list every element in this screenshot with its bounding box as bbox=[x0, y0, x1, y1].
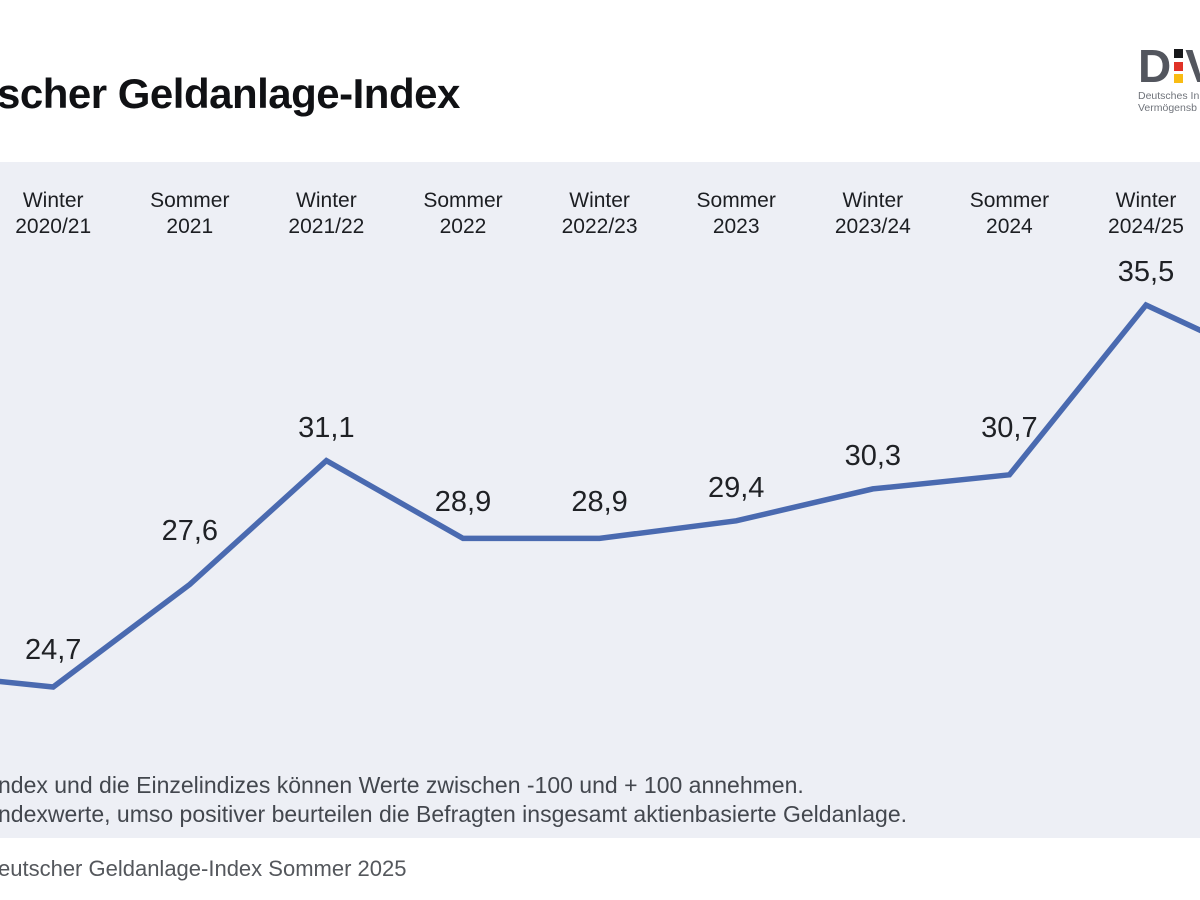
logo-subtext-line2: Vermögensb bbox=[1138, 101, 1197, 114]
diva-logo: D V Deutsches In Vermögensb bbox=[1138, 46, 1200, 126]
x-axis-label: Winter 2021/22 bbox=[288, 188, 364, 240]
data-point-label: 29,4 bbox=[707, 471, 765, 504]
x-axis-label: Winter 2020/21 bbox=[15, 188, 91, 240]
x-axis-label: Sommer 2023 bbox=[697, 188, 776, 240]
german-flag-icon bbox=[1174, 49, 1184, 83]
x-axis-label-season: Winter bbox=[842, 189, 904, 212]
x-axis-label-season: Winter bbox=[296, 189, 357, 212]
data-point-label: 28,9 bbox=[434, 486, 492, 519]
x-axis-label-year: 2021/22 bbox=[288, 215, 365, 238]
source-line: eutscher Geldanlage-Index Sommer 2025 bbox=[0, 856, 407, 881]
x-axis-label: Winter 2024/25 bbox=[1108, 188, 1184, 240]
x-axis-label-season: Sommer bbox=[150, 189, 230, 212]
logo-letter-d: D bbox=[1138, 46, 1172, 92]
x-axis-label-season: Winter bbox=[22, 189, 84, 212]
x-axis-label: Winter 2023/24 bbox=[835, 188, 911, 240]
diva-logo-wordmark: D V bbox=[1138, 46, 1200, 92]
data-point-label: 24,7 bbox=[24, 634, 82, 666]
x-axis-label: Sommer 2022 bbox=[423, 188, 502, 240]
chart-footnote: ndex und die Einzelindizes können Werte … bbox=[0, 771, 907, 829]
page-title: scher Geldanlage-Index bbox=[0, 70, 460, 117]
data-point-label: 28,9 bbox=[571, 486, 628, 519]
x-axis-label-year: 2023/24 bbox=[834, 215, 911, 238]
data-point-label: 35,5 bbox=[1117, 256, 1175, 288]
x-axis-label-year: 2021 bbox=[166, 215, 214, 238]
x-axis-label-year: 2023 bbox=[712, 215, 760, 238]
logo-subtext-line1: Deutsches In bbox=[1138, 90, 1200, 102]
x-axis-label-year: 2022 bbox=[439, 215, 487, 238]
data-point-label: 30,7 bbox=[981, 411, 1038, 444]
x-axis-label-season: Winter bbox=[569, 189, 630, 212]
x-axis-label-year: 2024/25 bbox=[1108, 215, 1184, 238]
data-point-label: 30,3 bbox=[844, 439, 902, 472]
x-axis-label-season: Sommer bbox=[696, 189, 776, 212]
x-axis-label: Sommer 2024 bbox=[970, 188, 1049, 240]
x-axis-label: Winter 2022/23 bbox=[562, 188, 638, 240]
x-axis-label-season: Winter bbox=[1115, 189, 1177, 212]
flag-gold-square bbox=[1174, 74, 1184, 83]
x-axis-label-year: 2024 bbox=[986, 215, 1033, 238]
x-axis-label: Sommer 2021 bbox=[150, 188, 229, 240]
x-axis-label-year: 2020/21 bbox=[15, 215, 92, 238]
flag-red-square bbox=[1174, 61, 1184, 71]
footnote-line2: ndexwerte, umso positiver beurteilen die… bbox=[0, 801, 908, 827]
flag-black-square bbox=[1174, 49, 1184, 58]
x-axis-label-season: Sommer bbox=[969, 189, 1050, 212]
data-point-label: 31,1 bbox=[298, 411, 355, 444]
logo-letter-v: V bbox=[1185, 46, 1200, 89]
footnote-line1: ndex und die Einzelindizes können Werte … bbox=[0, 772, 804, 798]
x-axis-label-year: 2022/23 bbox=[561, 215, 638, 238]
data-point-label: 27,6 bbox=[161, 515, 219, 548]
x-axis-label-season: Sommer bbox=[423, 189, 503, 212]
